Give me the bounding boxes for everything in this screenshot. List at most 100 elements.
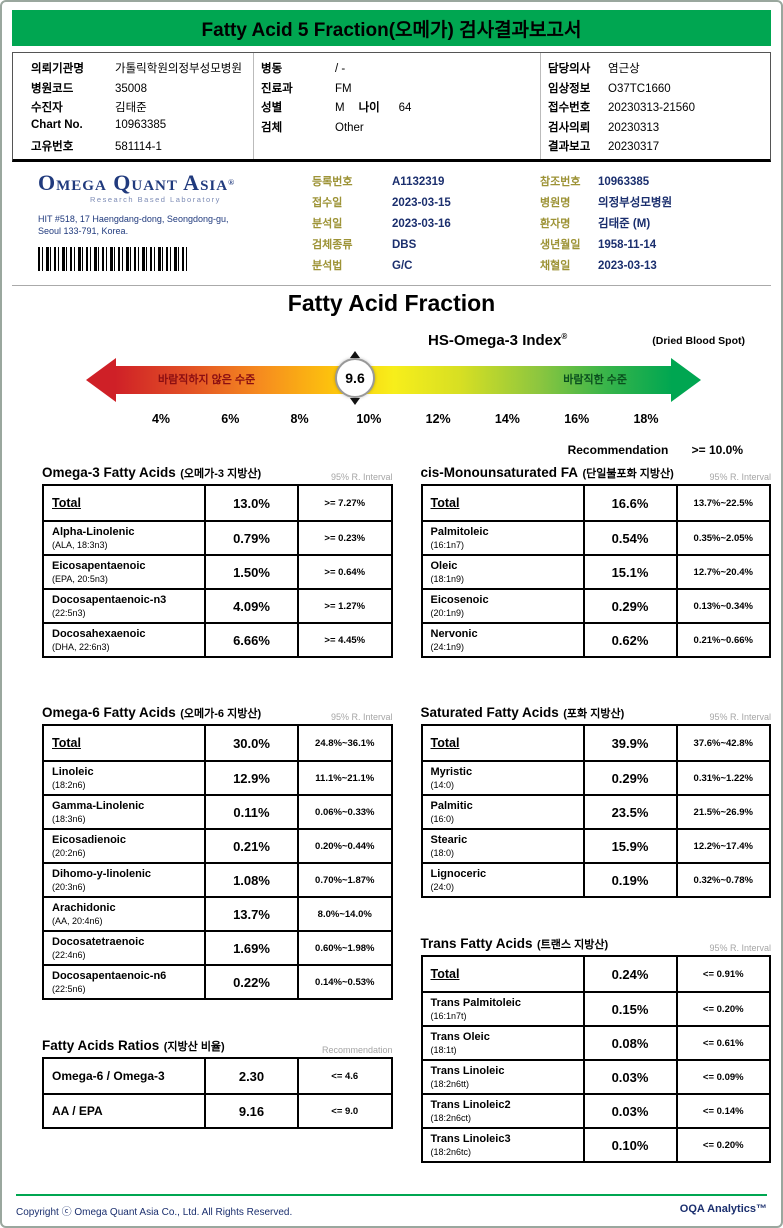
info-row: 검사의뢰 20230313 [548, 119, 773, 139]
field-value: 20230317 [608, 141, 660, 153]
fatty-acid-code: (16:0) [430, 813, 455, 824]
patient-info-box: 의뢰기관명 가톨릭학원의정부성모병원 병원코드 35008 수진자 김태준 Chart No… [12, 52, 771, 162]
row-value-cell: 0.54% [585, 522, 678, 554]
table-row: Palmitoleic (16:1n7) 0.54% 0.35%~2.05% [422, 520, 769, 554]
row-value-cell: 1.69% [206, 932, 299, 964]
field-value: 의정부성모병원 [598, 197, 673, 209]
row-value-cell: 0.10% [585, 1129, 678, 1161]
table-row: Eicosadienoic (20:2n6) 0.21% 0.20%~0.44% [44, 828, 391, 862]
report-title: Fatty Acid 5 Fraction(오메가) 검사결과보고서 [201, 19, 582, 41]
fatty-acid-name: AA / EPA [52, 1103, 103, 1118]
table-title-text: Fatty Acids Ratios [42, 1038, 160, 1053]
field-label: 수진자 [31, 102, 63, 114]
right-arrowhead-icon [671, 358, 701, 402]
row-value-cell: 0.11% [206, 796, 299, 828]
row-value-cell: 13.7% [206, 898, 299, 930]
fatty-acid-name: Eicosadienoic [52, 833, 126, 846]
row-interval-cell: >= 1.27% [324, 600, 366, 612]
row-name-cell: AA / EPA [44, 1095, 206, 1127]
row-name-cell: Total [423, 957, 585, 991]
fatty-acid-code: (DHA, 22:6n3) [52, 641, 110, 652]
row-value-cell: 15.1% [585, 556, 678, 588]
row-value-cell: 15.9% [585, 830, 678, 862]
copyright-text: Copyright ⓒ Omega Quant Asia Co., Ltd. A… [16, 1207, 293, 1218]
row-interval-cell: 0.32%~0.78% [693, 874, 753, 886]
row-interval-cell: <= 0.91% [702, 968, 744, 980]
row-interval-cell: 8.0%~14.0% [317, 908, 372, 920]
scale-tick-label: 10% [356, 412, 382, 426]
table-row: Palmitic (16:0) 23.5% 21.5%~26.9% [422, 794, 769, 828]
row-interval-cell: <= 0.09% [702, 1071, 744, 1083]
field-label: 병동 [261, 63, 283, 75]
field-value: 581114-1 [115, 141, 162, 153]
table-row: Myristic (14:0) 0.29% 0.31%~1.22% [422, 760, 769, 794]
oqa-analytics-brand: OQA Analytics™ [679, 1203, 767, 1215]
registered-icon: ® [228, 178, 236, 187]
row-name-cell: Total [423, 726, 585, 760]
fatty-acid-code: (20:1n9) [430, 607, 465, 618]
field-label: 검사의뢰 [548, 121, 591, 134]
row-value-cell: 39.9% [585, 726, 678, 760]
fatty-acid-code: (EPA, 20:5n3) [52, 573, 108, 584]
footer-row: Copyright ⓒ Omega Quant Asia Co., Ltd. A… [16, 1203, 767, 1218]
row-interval-cell: <= 0.14% [702, 1105, 744, 1117]
table-row: Total 39.9% 37.6%~42.8% [423, 726, 770, 760]
row-interval-cell: 21.5%~26.9% [693, 806, 753, 818]
row-value-cell: 1.50% [206, 556, 299, 588]
info-row: 검체 Other [261, 119, 531, 139]
divider [253, 53, 254, 159]
fatty-acid-name: Dihomo-y-linolenic [52, 867, 151, 880]
row-value-cell: 0.62% [585, 624, 678, 656]
row-name-cell: Trans Linoleic2 (18:2n6ct) [423, 1095, 585, 1127]
omega3-section: Omega-3 Fatty Acids (오메가-3 지방산) 95% R. I… [42, 460, 393, 658]
row-name-cell: Dihomo-y-linolenic (20:3n6) [44, 864, 206, 896]
field-label: 환자명 [540, 218, 571, 230]
row-name-cell: Omega-6 / Omega-3 [44, 1059, 206, 1093]
fatty-acid-name: Total [52, 495, 81, 510]
info-row: 수진자 김태준 [31, 99, 249, 119]
field-value: 1958-11-14 [598, 239, 657, 251]
field-label: 접수일 [312, 197, 343, 209]
saturated-section: Saturated Fatty Acids (포화 지방산) 95% R. In… [420, 700, 771, 898]
info-row: 병동 / - [261, 60, 531, 80]
table-title-text: Omega-3 Fatty Acids [42, 465, 176, 480]
row-interval-cell: >= 0.64% [324, 566, 366, 578]
row-interval-cell: 12.7%~20.4% [693, 566, 753, 578]
row-name-cell: Eicosadienoic (20:2n6) [44, 830, 206, 862]
recommendation-row: Recommendation >= 10.0% [568, 443, 743, 457]
info-row: 채혈일 2023-03-13 [540, 257, 672, 278]
registered-icon: ® [561, 332, 568, 341]
ratios-table: Omega-6 / Omega-3 2.30 <= 4.6 AA / EPA 9.16 <… [42, 1057, 393, 1129]
table-title-text: cis-Monounsaturated FA [420, 465, 579, 480]
field-label: 고유번호 [31, 141, 74, 153]
table-row: Stearic (18:0) 15.9% 12.2%~17.4% [422, 828, 769, 862]
lab-section: Omega Quant Asia® Research Based Laborat… [12, 168, 771, 286]
info-row: 임상정보 O37TC1660 [548, 80, 773, 100]
index-value: 9.6 [345, 370, 365, 386]
row-interval-cell: 11.1%~21.1% [315, 772, 375, 784]
table-subtitle-text: (트랜스 지방산) [537, 939, 609, 951]
row-interval-cell: >= 7.27% [324, 497, 366, 509]
field-label: 성별 [261, 102, 283, 114]
table-row: Total 30.0% 24.8%~36.1% [44, 726, 391, 760]
info-row: 의뢰기관명 가톨릭학원의정부성모병원 [31, 60, 249, 80]
field-label: 병원명 [540, 197, 571, 209]
monounsaturated-section: cis-Monounsaturated FA (단일불포화 지방산) 95% R… [420, 460, 771, 658]
table-row: Trans Oleic (18:1t) 0.08% <= 0.61% [422, 1025, 769, 1059]
row-interval-cell: <= 0.20% [702, 1139, 744, 1151]
scale-tick-label: 18% [633, 412, 659, 426]
info-row: 접수번호 20230313-21560 [548, 99, 773, 119]
row-value-cell: 0.15% [585, 993, 678, 1025]
marker-down-arrow-icon [350, 398, 360, 405]
row-value-cell: 0.79% [206, 522, 299, 554]
field-value: 염근상 [608, 63, 640, 75]
fatty-acid-name: Palmitoleic [430, 525, 489, 538]
fatty-acid-name: Trans Linoleic2 [430, 1098, 511, 1111]
marker-up-arrow-icon [350, 351, 360, 358]
table-row: Gamma-Linolenic (18:3n6) 0.11% 0.06%~0.33% [44, 794, 391, 828]
table-title-text: Trans Fatty Acids [420, 936, 533, 951]
field-value: DBS [392, 239, 417, 251]
interval-note: 95% R. Interval [709, 712, 771, 722]
row-value-cell: 16.6% [585, 486, 678, 520]
table-row: AA / EPA 9.16 <= 9.0 [44, 1093, 391, 1127]
